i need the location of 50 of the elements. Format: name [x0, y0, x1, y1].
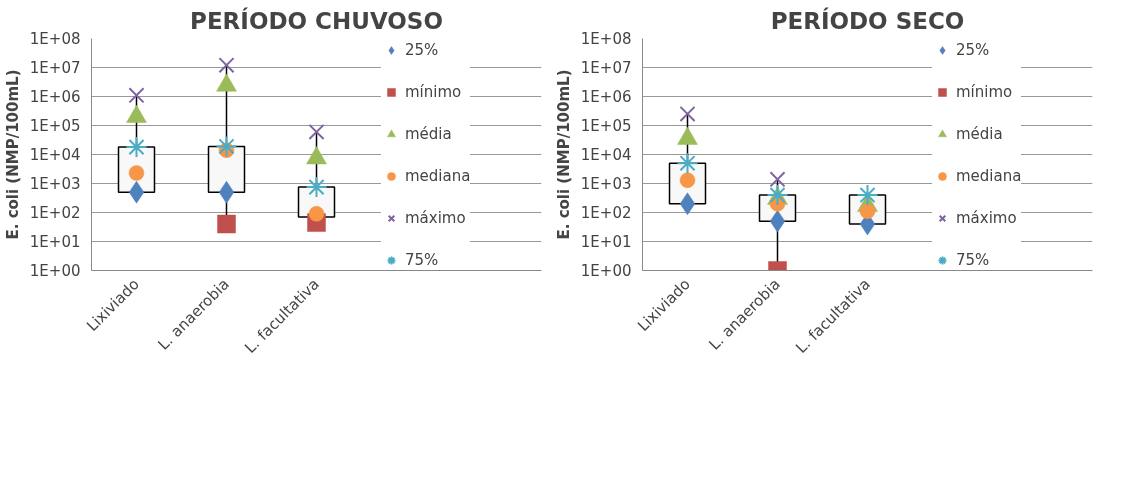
- y-tick-label: 1E+03: [29, 174, 81, 193]
- y-tick-label: 1E+06: [580, 87, 632, 106]
- legend-label: máximo: [405, 209, 466, 227]
- point: [679, 192, 696, 216]
- y-tick-label: 1E+02: [29, 203, 81, 222]
- point: [769, 209, 786, 233]
- y-tick-label: 1E+07: [29, 58, 81, 77]
- legend-label: 75%: [956, 251, 990, 269]
- legend-label: 75%: [405, 251, 439, 269]
- point: [305, 176, 328, 199]
- chart-title: PERÍODO CHUVOSO: [190, 6, 443, 34]
- legend-label: mediana: [956, 167, 1022, 185]
- y-tick-label: 1E+04: [29, 145, 81, 164]
- point: [676, 152, 699, 175]
- legend-label: média: [405, 125, 452, 143]
- point: [128, 180, 145, 204]
- legend-label: máximo: [956, 209, 1017, 227]
- y-tick-label: 1E+02: [580, 203, 632, 222]
- point: [679, 105, 696, 123]
- chart-title: PERÍODO SECO: [770, 6, 965, 34]
- point: [215, 135, 238, 158]
- y-tick-label: 1E+05: [29, 116, 81, 135]
- point: [218, 180, 235, 204]
- y-axis-title: E. coli (NMP/100mL): [554, 69, 573, 240]
- point: [856, 184, 879, 207]
- point: [217, 214, 236, 234]
- legend-label: mínimo: [956, 83, 1013, 101]
- y-tick-label: 1E+00: [580, 261, 632, 280]
- y-axis-title: E. coli (NMP/100mL): [3, 69, 22, 240]
- y-tick-label: 1E+01: [580, 232, 632, 251]
- point: [308, 123, 325, 140]
- legend-label: mínimo: [405, 83, 462, 101]
- legend-label: mediana: [405, 167, 471, 185]
- y-tick-label: 1E+05: [580, 116, 632, 135]
- y-tick-label: 1E+07: [580, 58, 632, 77]
- point: [125, 136, 148, 159]
- y-tick-label: 1E+03: [580, 174, 632, 193]
- legend-label: 25%: [956, 41, 990, 59]
- y-tick-label: 1E+06: [29, 87, 81, 106]
- y-tick-label: 1E+01: [29, 232, 81, 251]
- y-tick-label: 1E+04: [580, 145, 632, 164]
- y-tick-label: 1E+00: [29, 261, 81, 280]
- y-tick-label: 1E+08: [580, 29, 632, 48]
- legend-label: 25%: [405, 41, 439, 59]
- point: [128, 87, 145, 104]
- point: [769, 171, 786, 188]
- legend-label: média: [956, 125, 1003, 143]
- point: [308, 206, 325, 222]
- point: [218, 57, 235, 74]
- y-tick-label: 1E+08: [29, 29, 81, 48]
